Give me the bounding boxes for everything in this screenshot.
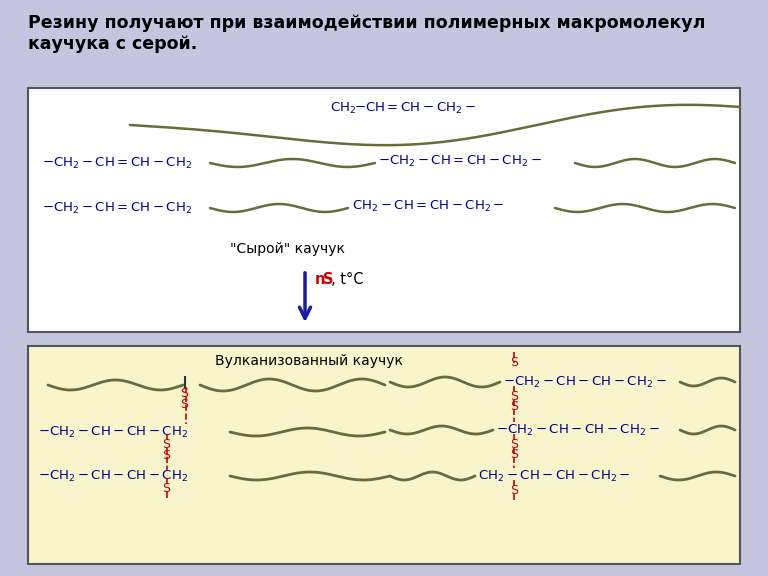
- Text: S: S: [180, 387, 188, 400]
- Text: S: S: [510, 448, 518, 461]
- Text: n: n: [315, 272, 326, 287]
- Text: $\mathsf{-CH_2-CH-CH-CH_2-}$: $\mathsf{-CH_2-CH-CH-CH_2-}$: [503, 374, 667, 389]
- Text: S: S: [162, 438, 170, 451]
- Text: $\mathsf{-CH_2-CH-CH-CH_2-}$: $\mathsf{-CH_2-CH-CH-CH_2-}$: [496, 422, 660, 438]
- Text: S: S: [323, 272, 333, 287]
- Text: $\mathsf{-CH_2-CH-CH-CH_2}$: $\mathsf{-CH_2-CH-CH-CH_2}$: [38, 425, 188, 439]
- Text: , t°C: , t°C: [331, 272, 363, 287]
- Text: S: S: [180, 398, 188, 411]
- Text: $\mathsf{-CH=CH-CH_2-}$: $\mathsf{-CH=CH-CH_2-}$: [354, 101, 476, 116]
- Text: S: S: [510, 356, 518, 369]
- Text: S: S: [510, 438, 518, 451]
- Text: $\mathsf{CH_2-CH=CH-CH_2-}$: $\mathsf{CH_2-CH=CH-CH_2-}$: [352, 199, 505, 214]
- Text: $\mathsf{-CH_2-CH=CH-CH_2-}$: $\mathsf{-CH_2-CH=CH-CH_2-}$: [378, 154, 541, 169]
- Text: $\mathsf{-CH_2-CH=CH-CH_2}$: $\mathsf{-CH_2-CH=CH-CH_2}$: [42, 200, 192, 215]
- Text: $\mathsf{-CH_2-CH-CH-CH_2}$: $\mathsf{-CH_2-CH-CH-CH_2}$: [38, 468, 188, 483]
- Text: "Сырой" каучук: "Сырой" каучук: [230, 242, 345, 256]
- Text: $\mathsf{CH_2}$: $\mathsf{CH_2}$: [330, 101, 356, 116]
- Text: $\mathsf{CH_2-CH-CH-CH_2-}$: $\mathsf{CH_2-CH-CH-CH_2-}$: [478, 468, 631, 483]
- Text: Вулканизованный каучук: Вулканизованный каучук: [215, 354, 403, 368]
- Text: Резину получают при взаимодействии полимерных макромолекул
каучука с серой.: Резину получают при взаимодействии полим…: [28, 14, 706, 53]
- Bar: [28, 346, 740, 564]
- Bar: [28, 88, 740, 332]
- Text: S: S: [510, 484, 518, 497]
- Text: S: S: [162, 482, 170, 495]
- Text: S: S: [510, 390, 518, 403]
- Text: S: S: [510, 400, 518, 413]
- Text: S: S: [162, 449, 170, 462]
- Text: $\mathsf{-CH_2-CH=CH-CH_2}$: $\mathsf{-CH_2-CH=CH-CH_2}$: [42, 156, 192, 170]
